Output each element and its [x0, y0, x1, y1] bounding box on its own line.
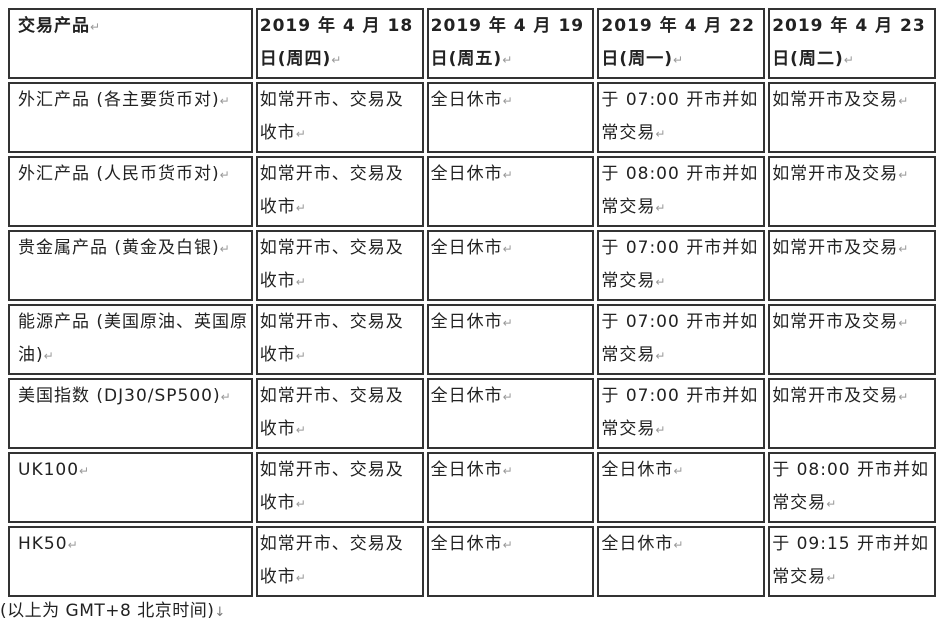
- cell-text: 全日休市: [431, 534, 514, 554]
- schedule-cell: 于 08:00 开市并如常交易: [768, 452, 936, 523]
- schedule-cell: 如常开市及交易: [768, 304, 936, 375]
- header-cell-date: 2019 年 4 月 19 日(周五): [426, 8, 595, 79]
- schedule-cell: 如常开市及交易: [768, 230, 936, 301]
- table-header-row: 交易产品 2019 年 4 月 18 日(周四) 2019 年 4 月 19 日…: [8, 8, 936, 79]
- cell-text: 如常开市及交易: [772, 312, 909, 332]
- header-cell-date: 2019 年 4 月 22 日(周一): [597, 8, 766, 79]
- cell-text: 于 07:00 开市并如常交易: [601, 90, 758, 143]
- schedule-cell: 如常开市、交易及收市: [255, 452, 424, 523]
- cell-text: 如常开市及交易: [772, 386, 909, 406]
- timezone-note: (以上为 GMT+8 北京时间): [0, 596, 226, 621]
- header-text: 2019 年 4 月 18 日(周四): [260, 16, 413, 69]
- schedule-cell: 如常开市、交易及收市: [255, 378, 424, 449]
- cell-text: 于 08:00 开市并如常交易: [772, 460, 929, 513]
- schedule-cell: 如常开市、交易及收市: [255, 230, 424, 301]
- cell-text: 如常开市、交易及收市: [260, 312, 404, 365]
- product-cell: 能源产品 (美国原油、英国原油): [8, 304, 253, 375]
- cell-text: 于 07:00 开市并如常交易: [601, 386, 758, 439]
- table-row: HK50 如常开市、交易及收市 全日休市 全日休市 于 09:15 开市并如常交易: [8, 526, 936, 597]
- header-cell-date: 2019 年 4 月 18 日(周四): [255, 8, 424, 79]
- schedule-cell: 全日休市: [426, 304, 595, 375]
- schedule-cell: 如常开市、交易及收市: [255, 82, 424, 153]
- table-row: UK100 如常开市、交易及收市 全日休市 全日休市 于 08:00 开市并如常交易: [8, 452, 936, 523]
- cell-text: 全日休市: [431, 90, 514, 110]
- product-cell: UK100: [8, 452, 253, 523]
- schedule-cell: 全日休市: [426, 452, 595, 523]
- cell-text: 贵金属产品 (黄金及白银): [18, 238, 231, 258]
- cell-text: 外汇产品 (人民币货币对): [18, 164, 231, 184]
- header-text: 2019 年 4 月 23 日(周二): [772, 16, 925, 69]
- schedule-cell: 全日休市: [597, 526, 766, 597]
- cell-text: 全日休市: [431, 164, 514, 184]
- cell-text: 如常开市及交易: [772, 238, 909, 258]
- table-row: 能源产品 (美国原油、英国原油)如常开市、交易及收市 全日休市 于 07:00 开市…: [8, 304, 936, 375]
- schedule-cell: 如常开市及交易: [768, 82, 936, 153]
- schedule-cell: 于 07:00 开市并如常交易: [597, 82, 766, 153]
- header-cell-product: 交易产品: [8, 8, 253, 79]
- cell-text: 如常开市、交易及收市: [260, 238, 404, 291]
- schedule-cell: 于 07:00 开市并如常交易: [597, 378, 766, 449]
- cell-text: 如常开市、交易及收市: [260, 534, 404, 587]
- schedule-cell: 如常开市及交易: [768, 156, 936, 227]
- schedule-cell: 全日休市: [426, 526, 595, 597]
- schedule-cell: 如常开市、交易及收市: [255, 526, 424, 597]
- schedule-cell: 如常开市、交易及收市: [255, 304, 424, 375]
- cell-text: 全日休市: [431, 386, 514, 406]
- cell-text: 全日休市: [431, 460, 514, 480]
- cell-text: 如常开市、交易及收市: [260, 90, 404, 143]
- table-row: 外汇产品 (人民币货币对) 如常开市、交易及收市 全日休市 于 08:00 开市并如常…: [8, 156, 936, 227]
- cell-text: 如常开市及交易: [772, 90, 909, 110]
- product-cell: 外汇产品 (各主要货币对): [8, 82, 253, 153]
- schedule-cell: 全日休市: [426, 82, 595, 153]
- cell-text: 如常开市、交易及收市: [260, 386, 404, 439]
- cell-text: 全日休市: [601, 460, 684, 480]
- schedule-cell: 全日休市: [426, 230, 595, 301]
- cell-text: 于 09:15 开市并如常交易: [772, 534, 929, 587]
- cell-text: 全日休市: [601, 534, 684, 554]
- cell-text: HK50: [18, 534, 79, 554]
- cell-text: 于 07:00 开市并如常交易: [601, 312, 758, 365]
- cell-text: 于 08:00 开市并如常交易: [601, 164, 758, 217]
- schedule-cell: 于 07:00 开市并如常交易: [597, 230, 766, 301]
- cell-text: 全日休市: [431, 238, 514, 258]
- table-row: 贵金属产品 (黄金及白银) 如常开市、交易及收市 全日休市 于 07:00 开市并如常…: [8, 230, 936, 301]
- product-cell: 美国指数 (DJ30/SP500): [8, 378, 253, 449]
- cell-text: 能源产品 (美国原油、英国原油): [18, 312, 248, 365]
- cell-text: UK100: [18, 460, 90, 480]
- schedule-cell: 于 08:00 开市并如常交易: [597, 156, 766, 227]
- cell-text: 如常开市及交易: [772, 164, 909, 184]
- cell-text: 美国指数 (DJ30/SP500): [18, 386, 232, 406]
- schedule-cell: 于 07:00 开市并如常交易: [597, 304, 766, 375]
- header-text: 2019 年 4 月 19 日(周五): [431, 16, 584, 69]
- product-cell: 外汇产品 (人民币货币对): [8, 156, 253, 227]
- holiday-schedule-table: 交易产品 2019 年 4 月 18 日(周四) 2019 年 4 月 19 日…: [5, 5, 939, 600]
- schedule-cell: 全日休市: [597, 452, 766, 523]
- cell-text: 于 07:00 开市并如常交易: [601, 238, 758, 291]
- header-text: 2019 年 4 月 22 日(周一): [601, 16, 754, 69]
- header-text: 交易产品: [18, 16, 101, 36]
- cell-text: 全日休市: [431, 312, 514, 332]
- schedule-cell: 于 09:15 开市并如常交易: [768, 526, 936, 597]
- schedule-cell: 如常开市、交易及收市: [255, 156, 424, 227]
- cell-text: 外汇产品 (各主要货币对): [18, 90, 231, 110]
- table-row: 外汇产品 (各主要货币对) 如常开市、交易及收市 全日休市 于 07:00 开市并如常…: [8, 82, 936, 153]
- product-cell: HK50: [8, 526, 253, 597]
- header-cell-date: 2019 年 4 月 23 日(周二): [768, 8, 936, 79]
- product-cell: 贵金属产品 (黄金及白银): [8, 230, 253, 301]
- schedule-cell: 如常开市及交易: [768, 378, 936, 449]
- schedule-cell: 全日休市: [426, 378, 595, 449]
- cell-text: 如常开市、交易及收市: [260, 164, 404, 217]
- cell-text: 如常开市、交易及收市: [260, 460, 404, 513]
- table-row: 美国指数 (DJ30/SP500) 如常开市、交易及收市 全日休市 于 07:00 开…: [8, 378, 936, 449]
- schedule-cell: 全日休市: [426, 156, 595, 227]
